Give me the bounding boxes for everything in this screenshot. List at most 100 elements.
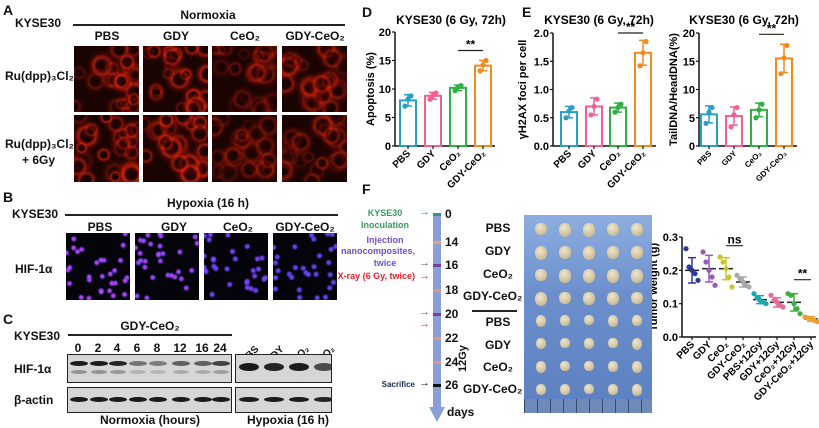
fluorescence-image xyxy=(212,115,277,182)
event-xray: X-ray (6 Gy, twice) xyxy=(337,271,415,281)
tumor-specimen xyxy=(558,223,572,238)
data-point xyxy=(483,57,489,64)
fluorescence-image xyxy=(74,115,139,182)
tumor-specimen xyxy=(607,292,619,305)
tumor-specimen xyxy=(535,269,547,282)
data-point xyxy=(706,267,712,273)
timeline-unit: days xyxy=(447,405,475,419)
data-point xyxy=(780,304,786,310)
treatment-label: GDY-CeO₂ xyxy=(120,319,180,333)
arrow-right-icon: → xyxy=(419,306,430,318)
data-point xyxy=(452,88,458,94)
tumor-specimen xyxy=(606,246,620,260)
blot-band xyxy=(70,361,88,366)
data-point xyxy=(706,109,712,115)
timepoint-label: 2 xyxy=(94,341,102,355)
y-tick-label: 10 xyxy=(683,85,695,97)
timepoint-label: 6 xyxy=(133,341,141,355)
y-tick-label: 0.2 xyxy=(663,265,678,277)
timeline-tick xyxy=(433,383,441,387)
tumor-group-label: CeO₂ xyxy=(482,360,514,374)
row-label-ru-irradiated: Ru(dpp)₃Cl₂ xyxy=(5,137,74,151)
data-point xyxy=(703,259,709,265)
timeline-tick xyxy=(433,288,441,292)
blot-band xyxy=(194,397,212,402)
blot-actin-hypoxia xyxy=(235,387,332,413)
tumor-specimen xyxy=(584,338,594,349)
data-point xyxy=(740,279,746,285)
arrow-right-icon: → xyxy=(419,206,430,218)
data-point xyxy=(778,71,784,77)
bar xyxy=(609,106,627,147)
blot-band xyxy=(109,397,127,402)
timeline-arrowhead-icon xyxy=(429,407,445,422)
cell-line-label-a: KYSE30 xyxy=(15,16,62,30)
tumor-specimen xyxy=(584,315,594,326)
timeline-tick xyxy=(433,240,441,244)
tumor-specimen xyxy=(631,292,643,305)
tumor-specimen xyxy=(582,269,596,284)
y-axis-label: γH2AX foci per cell xyxy=(517,40,529,140)
x-tick-label: PBS xyxy=(391,148,414,171)
tumor-specimen xyxy=(582,246,596,260)
blot-band xyxy=(109,361,127,366)
data-point xyxy=(618,101,624,107)
blot-band xyxy=(212,397,230,402)
divider-line xyxy=(73,24,345,26)
timepoint-label: 0 xyxy=(74,341,82,355)
data-point xyxy=(709,274,715,280)
data-point xyxy=(588,112,594,118)
blot-band xyxy=(239,397,259,402)
data-point xyxy=(720,259,726,265)
y-tick-label: 15 xyxy=(683,56,695,68)
timepoint-label: 8 xyxy=(153,341,161,355)
fluorescence-image xyxy=(282,115,347,182)
x-tick-label: PBS xyxy=(695,149,713,167)
fluorescence-image xyxy=(143,115,208,182)
data-point xyxy=(731,112,737,118)
bar xyxy=(399,99,417,147)
y-tick-label: 0 xyxy=(689,141,695,153)
data-point xyxy=(692,271,698,277)
data-point xyxy=(594,96,600,102)
timepoint-label: 12 xyxy=(173,341,187,355)
group-divider xyxy=(472,310,517,312)
data-point xyxy=(480,62,486,68)
timeline-day-label: 24 xyxy=(445,355,459,369)
data-point xyxy=(734,104,740,111)
fluorescence-image xyxy=(143,46,208,112)
x-tick-label: GDY xyxy=(720,149,739,168)
tumor-specimen xyxy=(558,269,572,283)
timeline-axis xyxy=(433,213,441,408)
data-point xyxy=(477,68,483,74)
panel-label-a: A xyxy=(3,2,14,18)
row-label-6gy: + 6Gy xyxy=(22,153,56,167)
data-point xyxy=(728,124,734,130)
x-tick-label: GDY xyxy=(576,148,599,171)
tumor-specimen xyxy=(535,223,547,236)
data-point xyxy=(797,311,803,317)
y-tick-label: 0.1 xyxy=(663,299,678,311)
tumor-specimen xyxy=(631,223,643,237)
column-header: CeO₂ xyxy=(222,220,254,234)
footer-normoxia: Normoxia (hours) xyxy=(99,413,201,427)
blot-band xyxy=(194,361,212,366)
tumor-specimen xyxy=(559,246,571,260)
timeline-day-label: 16 xyxy=(445,258,459,272)
tumor-group-label: GDY-CeO₂ xyxy=(463,382,523,396)
bar xyxy=(424,94,442,147)
significance-label: ** xyxy=(767,21,777,35)
blot-band xyxy=(91,370,107,374)
data-point xyxy=(791,301,797,307)
tumor-specimen xyxy=(607,315,619,327)
chart-title: KYSE30 (6 Gy, 72h) xyxy=(689,13,799,27)
tumor-specimen xyxy=(631,246,643,259)
tumor-group-label: CeO₂ xyxy=(482,267,514,281)
data-point xyxy=(746,284,752,290)
blot-band xyxy=(110,370,126,374)
event-inoculation: Inoculation xyxy=(361,220,409,230)
tumor-specimen xyxy=(560,315,570,326)
timeline-tick xyxy=(433,360,441,364)
